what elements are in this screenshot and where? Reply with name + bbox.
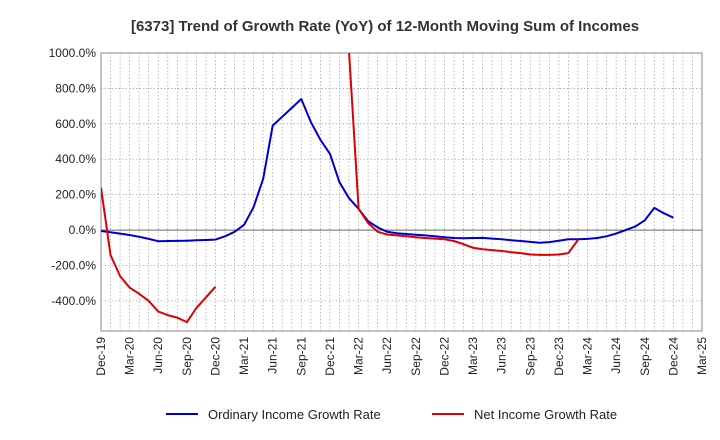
x-tick-label: Mar-23 <box>466 337 480 375</box>
x-tick-label: Dec-19 <box>94 337 108 376</box>
x-tick-label: Mar-22 <box>352 337 366 375</box>
y-tick-label: -200.0% <box>51 258 96 272</box>
x-tick-label: Jun-23 <box>495 337 509 374</box>
y-tick-label: -400.0% <box>51 294 96 308</box>
chart-title: [6373] Trend of Growth Rate (YoY) of 12-… <box>131 18 639 35</box>
ordinary-income-series-line <box>101 98 674 244</box>
x-tick-label: Sep-21 <box>294 337 308 376</box>
net-income-series-line <box>348 53 579 256</box>
x-tick-label: Dec-23 <box>552 337 566 376</box>
x-tick-label: Mar-21 <box>237 337 251 375</box>
y-tick-label: 400.0% <box>55 152 96 166</box>
x-tick-label: Jun-24 <box>609 337 623 374</box>
y-tick-label: 200.0% <box>55 188 96 202</box>
y-tick-label: 800.0% <box>55 81 96 95</box>
x-tick-label: Dec-20 <box>208 337 222 376</box>
x-tick-label: Dec-22 <box>437 337 451 376</box>
legend-label: Net Income Growth Rate <box>474 407 617 422</box>
x-tick-label: Sep-22 <box>409 337 423 376</box>
x-tick-label: Jun-21 <box>266 337 280 374</box>
y-tick-label: 600.0% <box>55 117 96 131</box>
x-tick-label: Sep-23 <box>523 337 537 376</box>
x-tick-label: Mar-24 <box>581 337 595 375</box>
x-tick-label: Jun-22 <box>380 337 394 374</box>
grid-lines <box>100 52 703 331</box>
x-tick-label: Dec-24 <box>666 337 680 376</box>
plot-frame <box>100 52 703 332</box>
x-tick-label: Jun-20 <box>151 337 165 374</box>
y-tick-label: 1000.0% <box>49 46 97 60</box>
legend-label: Ordinary Income Growth Rate <box>208 407 381 422</box>
y-tick-label: 0.0% <box>69 223 97 237</box>
x-tick-label: Dec-21 <box>323 337 337 376</box>
net-income-series-line <box>101 187 217 324</box>
x-tick-label: Sep-24 <box>638 337 652 376</box>
series-layer <box>101 53 674 324</box>
x-tick-label: Sep-20 <box>180 337 194 376</box>
legend: Ordinary Income Growth Rate Net Income Gr… <box>166 407 617 422</box>
plot-border <box>100 52 703 332</box>
y-axis-ticks: 1000.0% 800.0% 600.0% 400.0% 200.0% 0.0% -200.… <box>49 46 97 308</box>
x-tick-label: Mar-25 <box>695 337 709 375</box>
x-axis-ticks: Dec-19 Mar-20 Jun-20 Sep-20 Dec-20 Mar-21 Jun-… <box>94 337 709 376</box>
x-tick-label: Mar-20 <box>123 337 137 375</box>
